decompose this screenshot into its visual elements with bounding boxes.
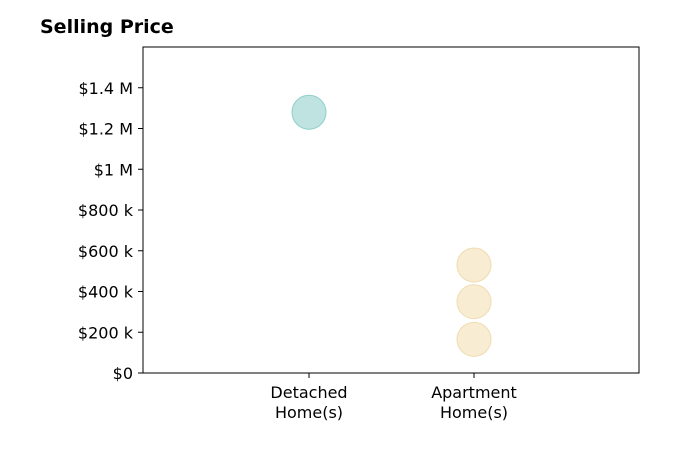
data-point [456,247,492,283]
data-point [456,284,492,320]
y-tick-label: $400 k [78,283,134,302]
y-tick-label: $800 k [78,201,134,220]
x-tick-label: Apartment Home(s) [431,383,517,422]
y-tick-label: $0 [113,364,133,383]
y-tick-label: $1 M [94,160,133,179]
y-tick-label: $200 k [78,323,134,342]
data-point [456,321,492,357]
x-axis: Detached Home(s) Apartment Home(s) [270,373,517,422]
y-tick-label: $1.2 M [78,120,133,139]
data-points [291,94,492,357]
chart-title: Selling Price [40,16,174,38]
y-tick-label: $600 k [78,242,134,261]
y-tick-label: $1.4 M [78,79,133,98]
data-point [291,94,327,130]
x-tick-label: Detached Home(s) [270,383,347,422]
plot-area-frame [142,46,640,374]
y-axis: $0 $200 k $400 k $600 k $800 k $1 M $1.2 M $1.4… [78,79,143,383]
